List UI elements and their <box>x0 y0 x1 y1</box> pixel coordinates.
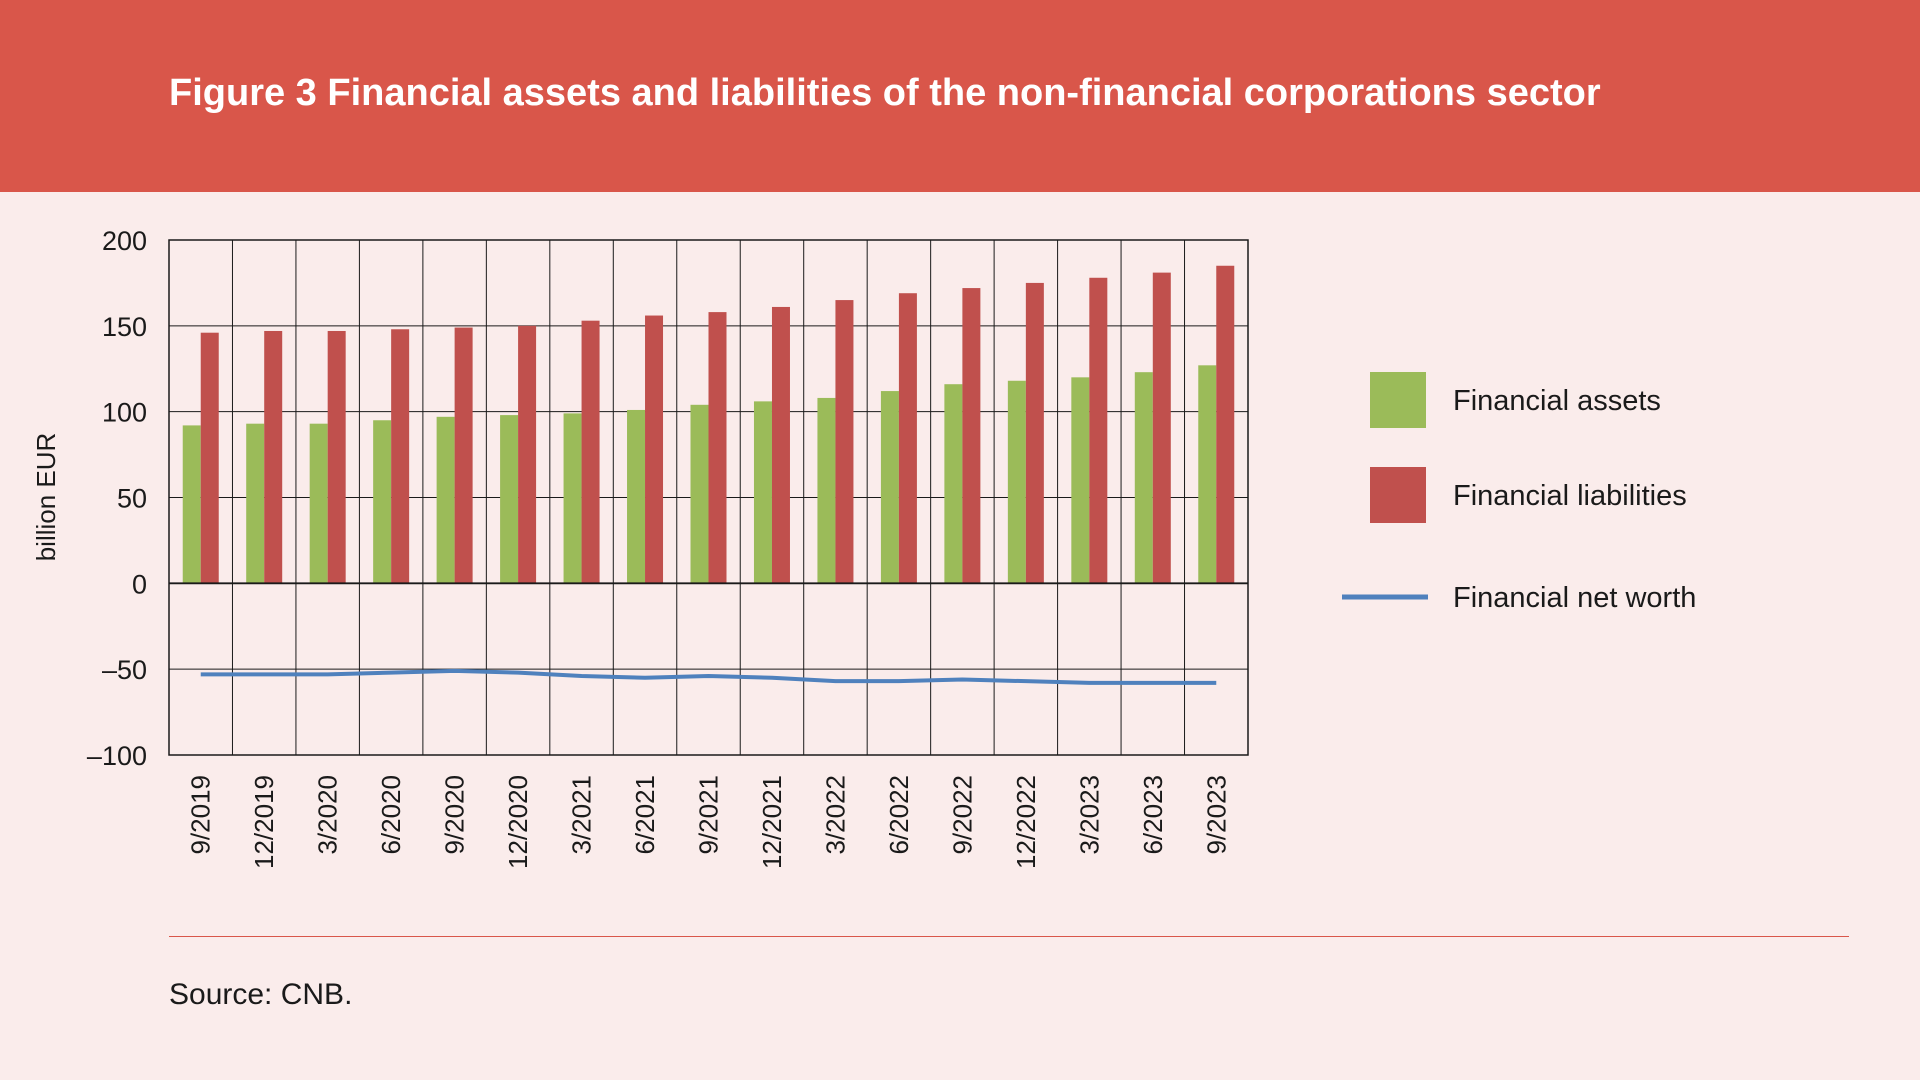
x-tick-label: 3/2020 <box>313 775 343 855</box>
x-tick-label: 3/2021 <box>567 775 597 855</box>
legend-financial-assets: Financial assets <box>1370 372 1661 428</box>
bar-financial-liabilities <box>327 330 346 584</box>
legend-financial-net-worth: Financial net worth <box>1342 582 1696 614</box>
legend: Financial assets Financial liabilities Fin… <box>1342 372 1696 614</box>
line-financial-net-worth <box>200 668 1217 685</box>
bar-financial-assets <box>944 384 963 584</box>
bar-financial-assets <box>753 401 772 584</box>
x-tick-label: 6/2021 <box>630 775 660 855</box>
bar-financial-assets <box>880 391 899 584</box>
bar-financial-liabilities <box>1025 282 1044 584</box>
bar-financial-assets <box>563 413 582 584</box>
bar-financial-liabilities <box>771 306 790 584</box>
x-tick-labels: 9/2019 12/2019 3/2020 6/2020 9/2020 12/2020 3/… <box>186 775 1232 869</box>
x-tick-label: 6/2020 <box>376 775 406 855</box>
bar-financial-liabilities <box>1152 272 1171 584</box>
bar-financial-liabilities <box>898 293 917 584</box>
bar-financial-assets <box>309 423 328 584</box>
x-tick-label: 9/2020 <box>440 775 470 855</box>
y-axis-label: billion EUR <box>31 433 61 562</box>
bar-financial-assets <box>373 420 392 584</box>
bar-financial-assets <box>436 416 455 584</box>
bar-financial-assets <box>627 409 646 584</box>
x-tick-label: 9/2023 <box>1201 775 1231 855</box>
x-tick-label: 9/2021 <box>694 775 724 855</box>
figure-header: Figure 3 Financial assets and liabilitie… <box>0 0 1920 192</box>
y-tick-label: 50 <box>117 484 147 514</box>
bar-financial-assets <box>1071 377 1090 584</box>
y-tick-label: 100 <box>102 398 147 428</box>
bar-financial-liabilities <box>1089 277 1108 584</box>
bar-financial-liabilities <box>200 332 219 584</box>
x-tick-label: 12/2019 <box>249 775 279 869</box>
divider <box>169 936 1849 937</box>
legend-financial-liabilities: Financial liabilities <box>1370 467 1687 523</box>
x-tick-label: 6/2023 <box>1138 775 1168 855</box>
bar-financial-liabilities <box>835 300 854 584</box>
y-tick-label: –100 <box>87 741 147 771</box>
y-tick-label: 150 <box>102 312 147 342</box>
legend-label: Financial net worth <box>1453 582 1696 614</box>
bar-financial-assets <box>500 415 519 584</box>
bar-financial-assets <box>1007 380 1026 584</box>
x-tick-label: 9/2019 <box>186 775 216 855</box>
plot-frame <box>168 239 1249 756</box>
bar-financial-liabilities <box>391 329 410 584</box>
x-tick-label: 9/2022 <box>947 775 977 855</box>
x-tick-label: 3/2023 <box>1074 775 1104 855</box>
bar-financial-liabilities <box>454 327 473 584</box>
bar-financial-assets <box>182 425 201 584</box>
bar-financial-assets <box>1198 365 1217 584</box>
legend-swatch <box>1370 467 1426 523</box>
legend-swatch <box>1370 372 1426 428</box>
bar-financial-liabilities <box>1216 265 1235 584</box>
bars <box>182 265 1235 584</box>
y-tick-labels: 200 150 100 50 0 –50 –100 <box>87 226 147 771</box>
bar-financial-assets <box>690 404 709 584</box>
y-tick-label: 200 <box>102 226 147 256</box>
y-tick-label: –50 <box>102 655 147 685</box>
bar-financial-liabilities <box>518 325 537 584</box>
x-tick-label: 6/2022 <box>884 775 914 855</box>
bar-financial-liabilities <box>645 315 664 584</box>
bar-financial-assets <box>1134 372 1153 584</box>
net-worth-line-group <box>200 668 1217 685</box>
bar-financial-liabilities <box>581 320 600 584</box>
source-note: Source: CNB. <box>169 978 353 1011</box>
legend-label: Financial assets <box>1453 385 1661 417</box>
x-tick-label: 12/2021 <box>757 775 787 869</box>
axes <box>168 239 1249 756</box>
legend-label: Financial liabilities <box>1453 480 1687 512</box>
x-tick-label: 3/2022 <box>820 775 850 855</box>
x-tick-label: 12/2020 <box>503 775 533 869</box>
x-tick-label: 12/2022 <box>1011 775 1041 869</box>
y-tick-label: 0 <box>132 569 147 599</box>
figure-title: Figure 3 Financial assets and liabilitie… <box>169 72 1601 114</box>
bar-financial-liabilities <box>708 312 727 584</box>
bar-financial-assets <box>817 397 836 584</box>
bar-financial-liabilities <box>962 288 981 584</box>
bar-financial-assets <box>246 423 265 584</box>
bar-financial-liabilities <box>264 330 283 584</box>
